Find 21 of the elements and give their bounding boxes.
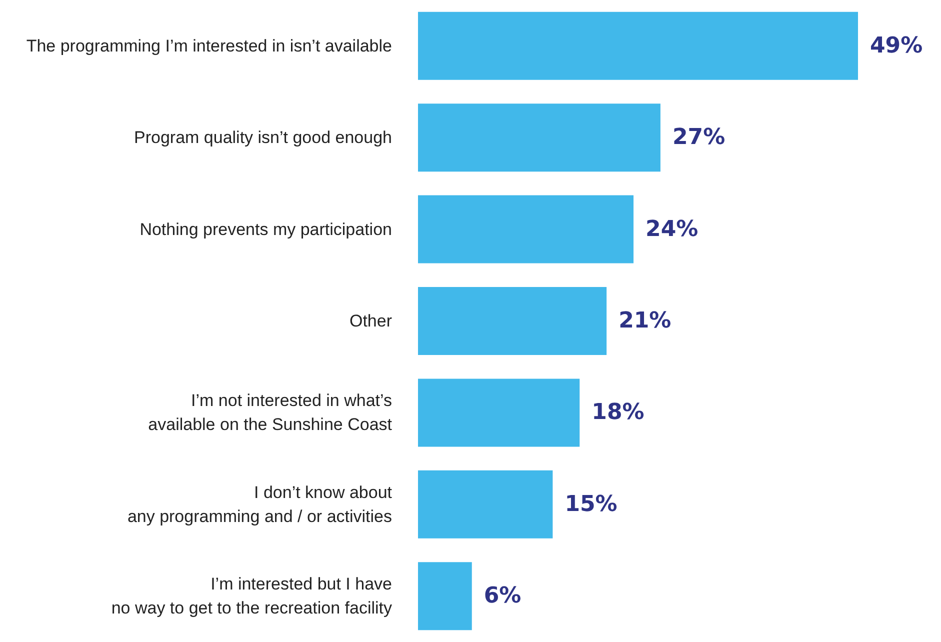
data-label: 49%	[870, 33, 923, 58]
data-label: 27%	[672, 125, 726, 150]
bar	[418, 378, 580, 447]
y-tick-label: I don’t know about any programming and / or activities	[127, 482, 392, 526]
y-tick-label: Nothing prevents my participation	[140, 220, 392, 239]
data-label: 15%	[564, 492, 618, 517]
bar	[418, 104, 660, 172]
bar	[418, 195, 634, 264]
bar	[418, 562, 472, 630]
bar	[418, 12, 858, 80]
y-tick-label: Program quality isn’t good enough	[134, 128, 392, 148]
y-tick-label: I’m not interested in what’s available on the Sunshine Coast	[148, 391, 392, 434]
data-label: 18%	[592, 400, 644, 426]
data-label: 21%	[618, 308, 672, 334]
data-label: 6%	[484, 584, 522, 609]
data-label: 24%	[646, 216, 698, 242]
bar	[418, 470, 553, 538]
y-tick-label: I’m interested but I have no way to get to the recreation facility	[111, 574, 392, 618]
bar	[418, 287, 607, 355]
y-tick-label: The programming I’m interested in isn’t available	[26, 36, 392, 56]
y-tick-label: Other	[349, 312, 392, 330]
